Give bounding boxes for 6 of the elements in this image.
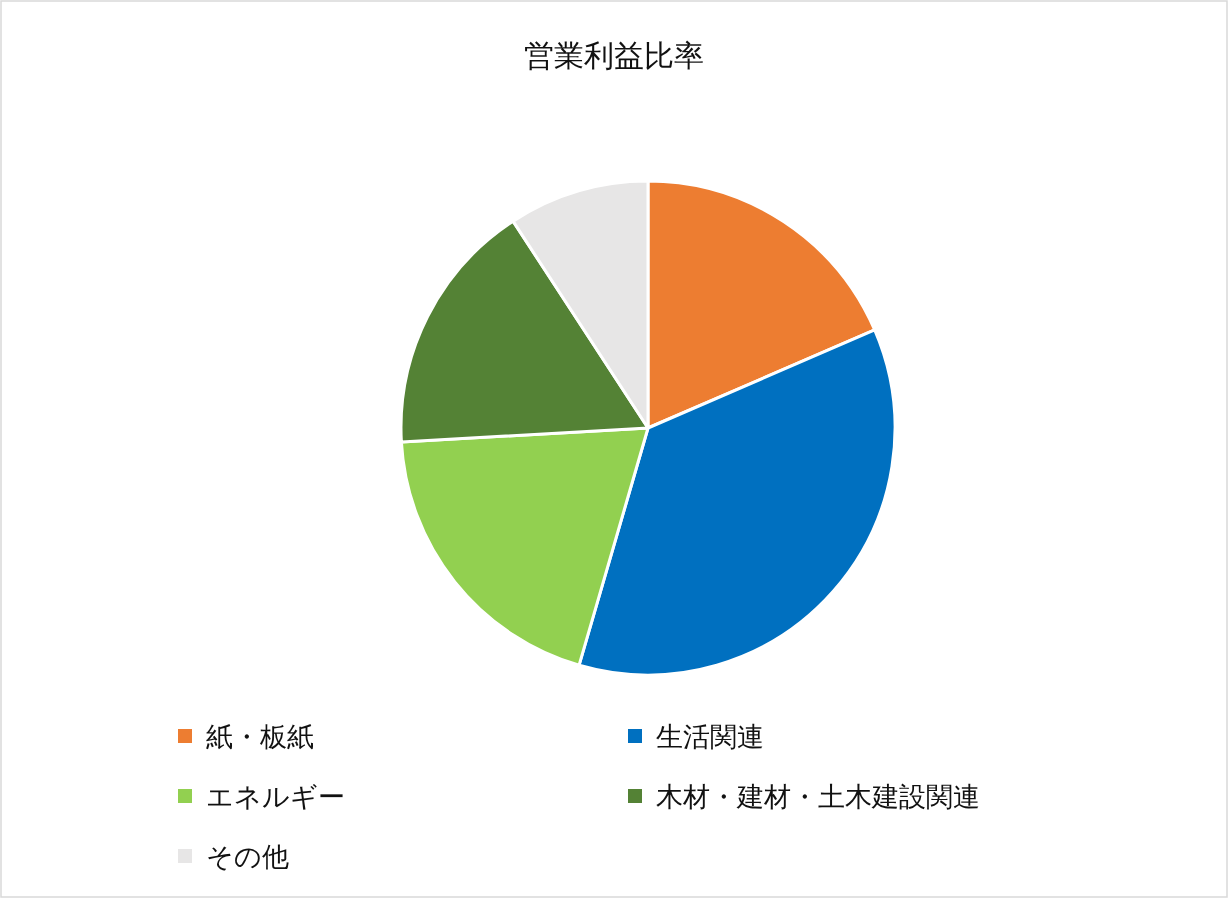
legend-label: 紙・板紙 bbox=[206, 721, 314, 752]
chart-title: 営業利益比率 bbox=[524, 38, 704, 73]
legend-label: その他 bbox=[206, 841, 289, 872]
legend-label: エネルギー bbox=[206, 781, 345, 812]
legend-label: 木材・建材・土木建設関連 bbox=[656, 781, 980, 812]
legend-label: 生活関連 bbox=[656, 721, 764, 752]
